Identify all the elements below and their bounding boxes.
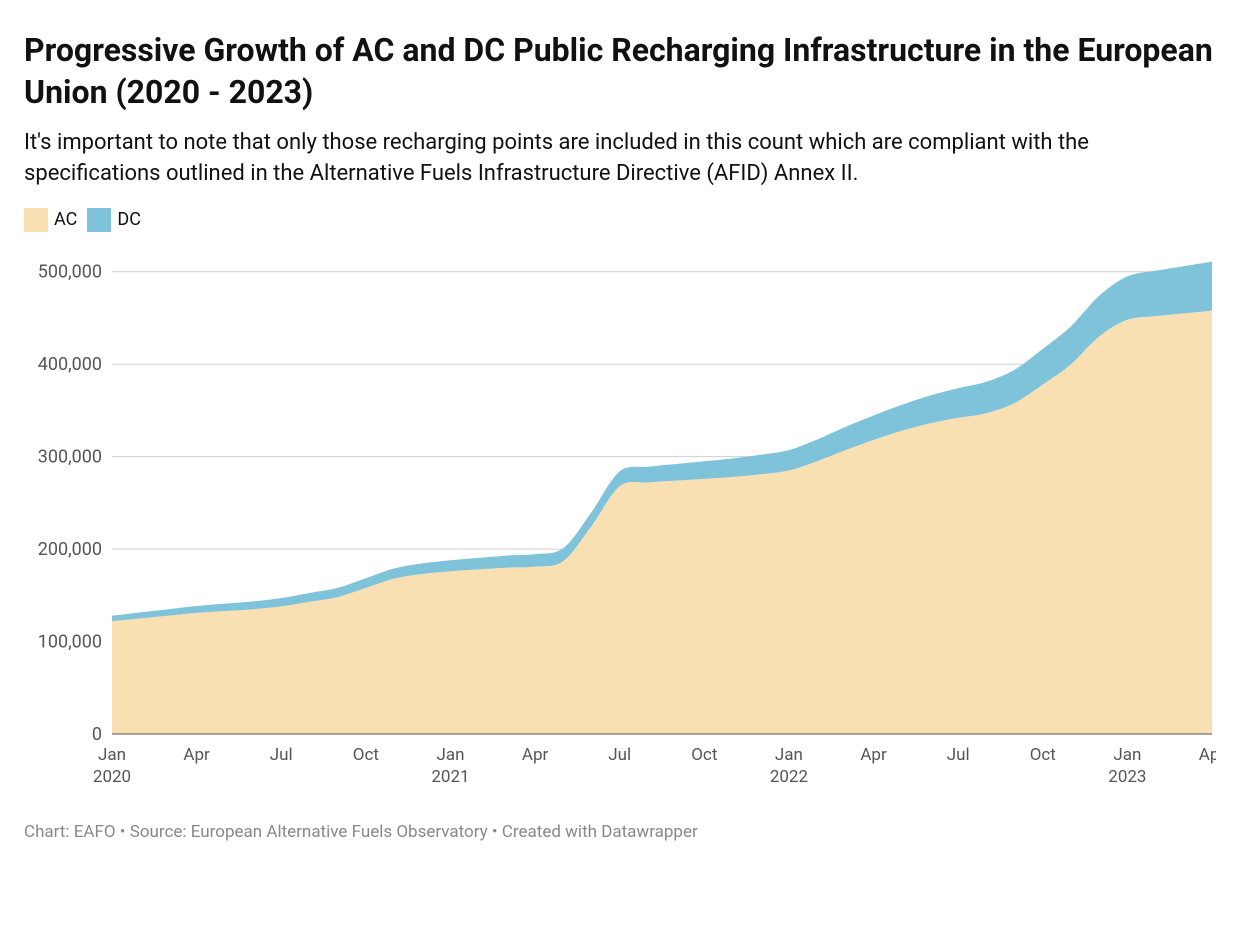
x-tick-month: Jan [775, 745, 803, 765]
stacked-area-chart: 0100,000200,000300,000400,000500,000Jan2… [24, 244, 1216, 804]
legend-item-ac: AC [24, 208, 77, 232]
x-tick-year: 2021 [431, 767, 469, 787]
legend-swatch-ac [24, 208, 48, 232]
x-tick-month: Apr [1199, 745, 1216, 765]
y-tick-label: 500,000 [38, 261, 102, 282]
x-tick-year: 2020 [93, 767, 131, 787]
legend-label-ac: AC [54, 209, 77, 230]
x-tick-month: Jan [436, 745, 464, 765]
x-tick-month: Oct [353, 745, 379, 765]
y-tick-label: 0 [92, 724, 102, 745]
y-tick-label: 300,000 [38, 446, 102, 467]
x-tick-year: 2023 [1108, 767, 1146, 787]
legend: AC DC [24, 208, 1216, 232]
x-tick-month: Apr [860, 745, 887, 765]
chart-title: Progressive Growth of AC and DC Public R… [24, 30, 1216, 113]
x-tick-month: Jul [608, 745, 631, 765]
x-tick-month: Jul [270, 745, 293, 765]
legend-label-dc: DC [117, 209, 141, 230]
x-tick-month: Oct [1030, 745, 1056, 765]
y-tick-label: 100,000 [38, 631, 102, 652]
legend-item-dc: DC [87, 208, 141, 232]
x-tick-month: Jul [947, 745, 970, 765]
legend-swatch-dc [87, 208, 111, 232]
chart-footer: Chart: EAFO • Source: European Alternati… [24, 822, 1216, 842]
x-tick-month: Oct [691, 745, 717, 765]
x-tick-month: Apr [522, 745, 549, 765]
y-tick-label: 400,000 [38, 354, 102, 375]
x-tick-month: Apr [183, 745, 210, 765]
x-tick-month: Jan [98, 745, 126, 765]
y-tick-label: 200,000 [38, 539, 102, 560]
chart-subtitle: It's important to note that only those r… [24, 127, 1216, 189]
x-tick-year: 2022 [770, 767, 808, 787]
x-tick-month: Jan [1113, 745, 1141, 765]
chart-area: 0100,000200,000300,000400,000500,000Jan2… [24, 244, 1216, 808]
